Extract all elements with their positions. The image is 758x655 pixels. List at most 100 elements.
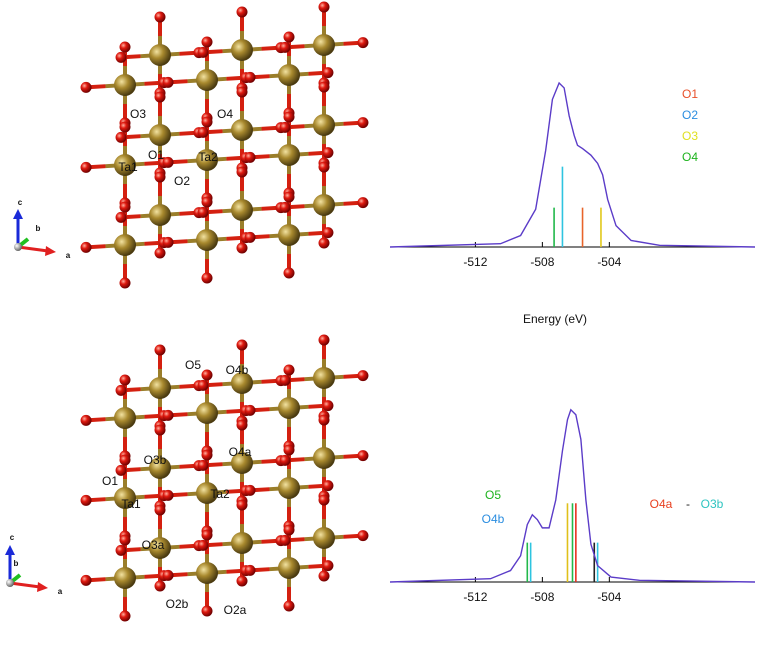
atom-label: O4a xyxy=(229,445,252,459)
axis-label: b xyxy=(14,559,19,568)
o-atom xyxy=(154,580,166,592)
ta-atom xyxy=(114,487,136,509)
o-atom xyxy=(279,41,291,53)
ta-atom xyxy=(231,452,253,474)
atom-label: O3b xyxy=(144,453,167,467)
atom-label: O4 xyxy=(217,107,233,121)
o-atom xyxy=(80,494,92,506)
peak-label: O5 xyxy=(485,488,501,502)
ta-atom xyxy=(149,377,171,399)
o-atom xyxy=(80,161,92,173)
o-atom xyxy=(162,76,174,88)
peak-label: O4a xyxy=(650,497,673,511)
o-atom xyxy=(154,171,166,183)
spectrum-line xyxy=(389,408,756,583)
o-atom xyxy=(197,459,209,471)
o-atom xyxy=(201,196,213,208)
axis-a xyxy=(9,581,41,589)
spectrum: -512 -508 -504 O5 O4b O4a - O3b xyxy=(389,408,756,604)
peak-label: O3b xyxy=(701,497,724,511)
spectrum-line xyxy=(389,81,756,248)
arrow xyxy=(5,545,15,555)
crystal xyxy=(80,334,369,622)
o-atom xyxy=(318,1,330,13)
origin xyxy=(6,579,14,587)
o-atom xyxy=(201,116,213,128)
o-atom xyxy=(279,121,291,133)
x-tick-label: -512 xyxy=(463,590,487,604)
peak-label: O1 xyxy=(682,87,698,101)
o-atom xyxy=(318,570,330,582)
o-atom xyxy=(80,574,92,586)
ta-atom xyxy=(313,34,335,56)
o-atom xyxy=(201,529,213,541)
x-tick-label: -508 xyxy=(530,590,554,604)
o-atom xyxy=(80,81,92,93)
o-atom xyxy=(322,480,334,492)
ta-atom xyxy=(231,39,253,61)
spectrum: -512 -508 -504 O1 O2 O3 O4 xyxy=(389,81,756,269)
o-atom xyxy=(162,236,174,248)
o-atom xyxy=(318,494,330,506)
peak-label: - xyxy=(686,497,690,511)
o-atom xyxy=(318,414,330,426)
ta-atom xyxy=(313,114,335,136)
o-atom xyxy=(162,569,174,581)
o-atom xyxy=(236,419,248,431)
o-atom xyxy=(318,334,330,346)
ta-atom xyxy=(313,194,335,216)
o-atom xyxy=(197,539,209,551)
atom-label: O3a xyxy=(142,538,165,552)
o-atom xyxy=(283,267,295,279)
atom-label: O2 xyxy=(174,174,190,188)
ta-atom xyxy=(196,229,218,251)
atom-label: Ta1 xyxy=(121,497,141,511)
ta-atom xyxy=(196,149,218,171)
atom-label: Ta2 xyxy=(198,150,218,164)
atom-label: Ta1 xyxy=(118,160,138,174)
crystal xyxy=(80,1,369,289)
o-atom xyxy=(357,37,369,49)
o-atom xyxy=(80,414,92,426)
o-atom xyxy=(236,166,248,178)
ta-atom xyxy=(278,144,300,166)
o-atom xyxy=(154,247,166,259)
o-atom xyxy=(322,147,334,159)
o-atom xyxy=(162,156,174,168)
axis-triad: c b a xyxy=(13,198,71,260)
o-atom xyxy=(244,71,256,83)
ta-atom xyxy=(278,557,300,579)
ta-atom xyxy=(278,477,300,499)
o-atom xyxy=(197,46,209,58)
atom-label: Ta2 xyxy=(210,487,230,501)
o-atom xyxy=(236,86,248,98)
o-atom xyxy=(115,384,127,396)
arrow xyxy=(13,209,23,219)
o-atom xyxy=(201,449,213,461)
o-atom xyxy=(80,241,92,253)
o-atom xyxy=(154,91,166,103)
ta-atom xyxy=(278,397,300,419)
x-tick-label: -508 xyxy=(530,255,554,269)
o-atom xyxy=(318,161,330,173)
o-atom xyxy=(244,404,256,416)
axis-label: a xyxy=(66,251,71,260)
o-atom xyxy=(201,369,213,381)
o-atom xyxy=(318,81,330,93)
peak-label: O3 xyxy=(682,129,698,143)
axis-label: c xyxy=(18,198,23,207)
ta-atom xyxy=(196,402,218,424)
x-tick-label: -504 xyxy=(597,590,621,604)
o-atom xyxy=(357,197,369,209)
o-atom xyxy=(236,499,248,511)
ta-atom xyxy=(114,567,136,589)
ta-atom xyxy=(149,124,171,146)
o-atom xyxy=(119,41,131,53)
ta-atom xyxy=(278,224,300,246)
ta-atom xyxy=(278,64,300,86)
ta-atom xyxy=(114,74,136,96)
ta-atom xyxy=(231,199,253,221)
